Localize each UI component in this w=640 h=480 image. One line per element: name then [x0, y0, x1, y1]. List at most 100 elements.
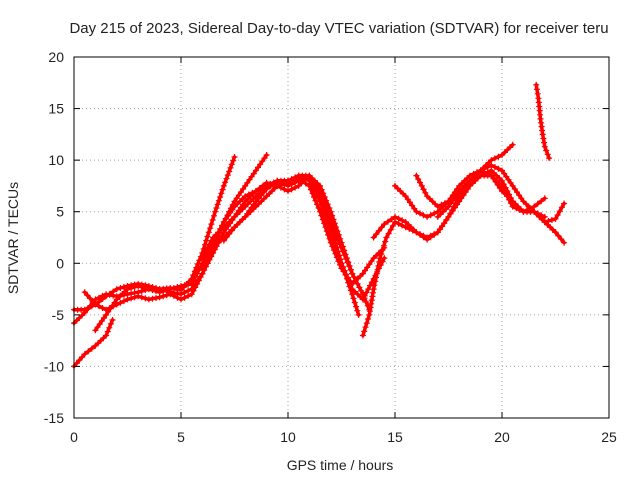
data-point: [371, 282, 378, 289]
data-point: [387, 226, 394, 233]
data-point: [488, 157, 495, 164]
data-point: [359, 296, 366, 303]
data-point: [204, 244, 211, 251]
data-point: [477, 167, 484, 174]
data-point: [256, 186, 263, 193]
data-point: [372, 278, 379, 285]
data-point: [299, 178, 306, 185]
data-point: [520, 208, 527, 215]
data-point: [229, 206, 236, 213]
data-point: [407, 199, 413, 206]
data-point: [174, 284, 181, 290]
data-point: [443, 217, 450, 223]
data-point: [242, 182, 249, 189]
data-point: [500, 181, 507, 188]
y-tick-label: 10: [48, 152, 64, 168]
data-point: [334, 248, 341, 255]
data-point: [225, 212, 232, 219]
data-point: [285, 177, 291, 184]
data-point: [321, 204, 328, 211]
data-point: [218, 190, 225, 197]
data-point: [185, 281, 192, 288]
data-point: [192, 284, 199, 291]
data-point: [223, 234, 230, 241]
data-point: [207, 225, 214, 232]
series-arc-n: [533, 81, 553, 162]
data-point: [142, 285, 149, 291]
data-point: [334, 228, 341, 235]
data-point: [362, 267, 368, 274]
data-point: [281, 186, 288, 193]
data-point: [120, 298, 127, 305]
data-point: [237, 189, 244, 196]
data-point: [319, 216, 326, 223]
data-point: [343, 255, 350, 262]
data-point: [558, 204, 565, 211]
data-point: [531, 203, 538, 210]
data-point: [308, 176, 315, 183]
data-point: [527, 205, 534, 212]
series-arc-h: [220, 172, 388, 303]
data-point: [376, 259, 383, 265]
data-point: [194, 270, 201, 277]
data-point: [368, 258, 375, 265]
data-point: [495, 153, 502, 160]
data-point: [543, 147, 550, 154]
data-point: [201, 251, 208, 258]
data-point: [509, 141, 516, 148]
data-point: [156, 289, 163, 296]
data-point: [223, 175, 230, 182]
data-point: [317, 208, 324, 215]
data-point: [257, 161, 264, 168]
data-point: [211, 212, 217, 219]
data-point: [484, 169, 491, 176]
data-point: [417, 210, 423, 217]
data-point: [99, 305, 106, 311]
data-point: [124, 296, 131, 303]
data-point: [314, 201, 320, 208]
data-point: [199, 270, 206, 277]
data-point: [228, 227, 235, 234]
data-point: [131, 284, 138, 290]
data-point: [103, 291, 110, 298]
data-point: [107, 305, 114, 312]
data-point: [339, 243, 346, 250]
data-point: [138, 284, 145, 290]
data-point: [255, 164, 261, 171]
data-point: [219, 186, 226, 193]
data-point: [190, 277, 197, 284]
data-point: [89, 298, 96, 305]
data-point: [174, 294, 181, 301]
data-point: [240, 201, 247, 208]
data-point: [84, 306, 91, 313]
data-point: [373, 231, 380, 238]
data-point: [252, 188, 259, 195]
data-point: [330, 216, 337, 223]
data-point: [518, 195, 525, 202]
data-point: [231, 213, 238, 220]
data-point: [322, 224, 329, 231]
data-point: [178, 296, 184, 303]
data-point: [511, 186, 518, 192]
data-point: [220, 237, 227, 244]
data-point: [92, 327, 99, 334]
data-point: [363, 299, 370, 305]
data-point: [341, 247, 348, 254]
data-point: [345, 259, 352, 265]
data-point: [418, 182, 425, 189]
data-point: [491, 155, 498, 162]
data-point: [447, 200, 454, 207]
data-point: [399, 222, 406, 229]
data-point: [117, 299, 124, 306]
data-point: [321, 220, 328, 227]
data-point: [204, 255, 211, 262]
data-point: [338, 260, 345, 267]
data-point: [318, 197, 325, 204]
data-point: [250, 170, 257, 177]
data-point: [195, 267, 202, 274]
data-point: [292, 174, 299, 181]
data-point: [167, 291, 174, 298]
y-tick-label: -15: [44, 410, 64, 426]
data-point: [413, 229, 420, 236]
